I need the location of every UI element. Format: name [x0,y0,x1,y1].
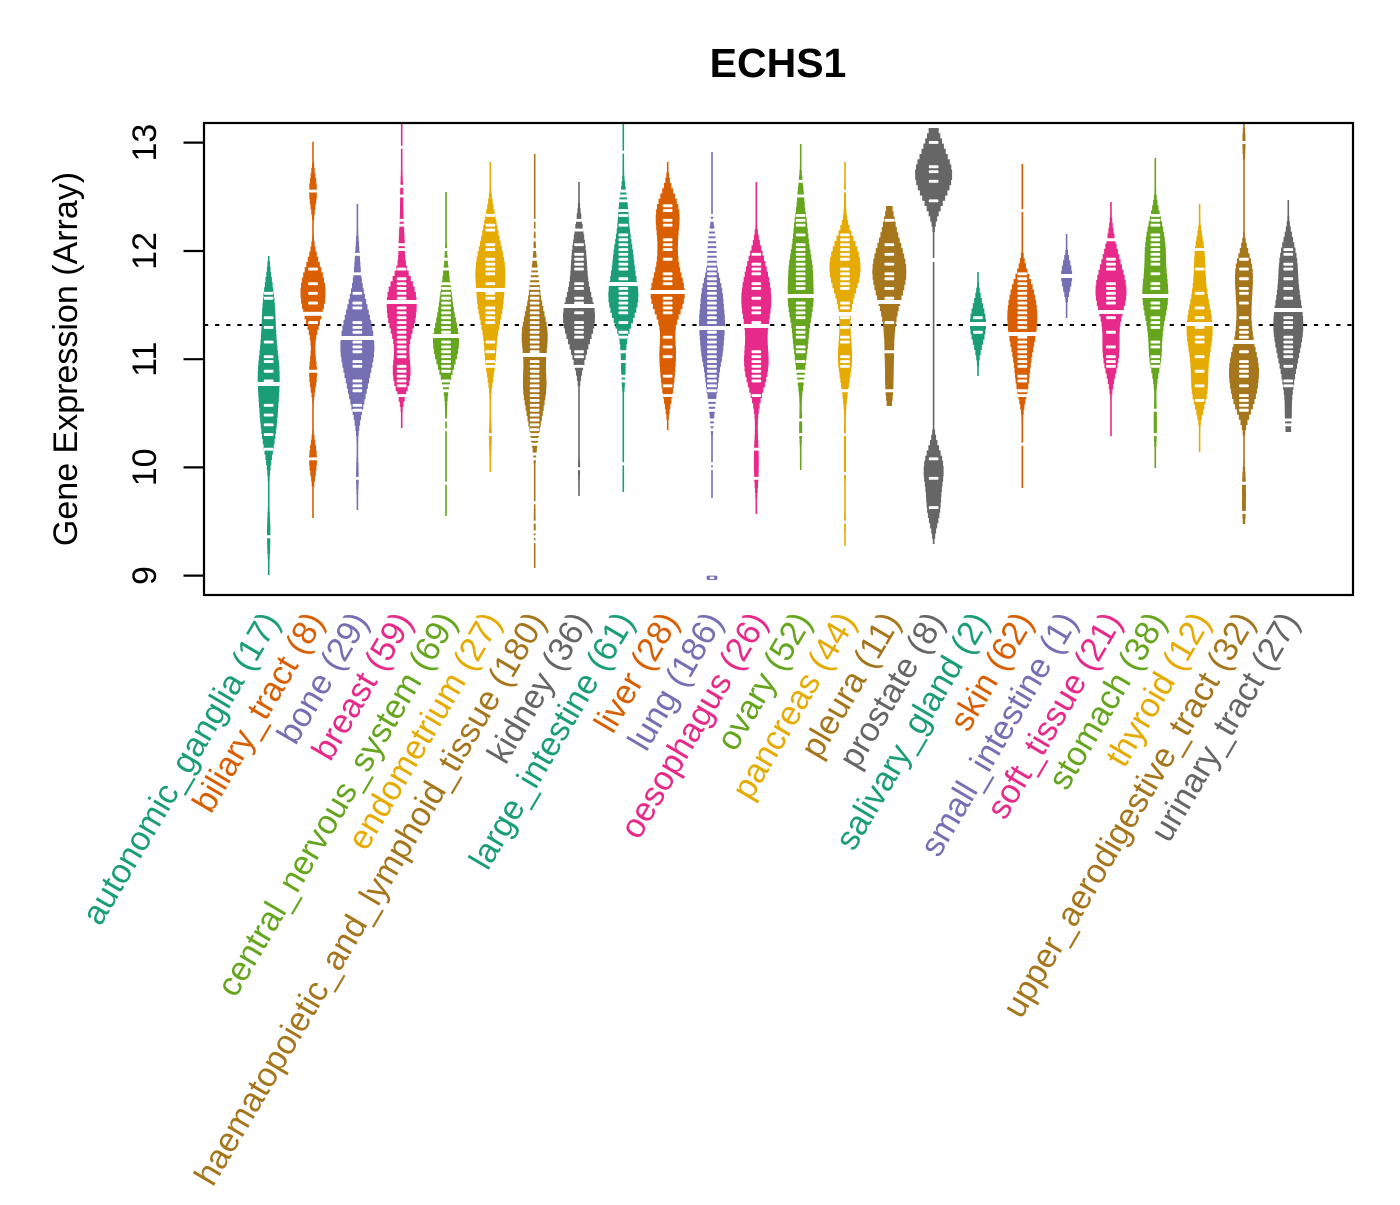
svg-text:10: 10 [126,448,164,486]
svg-text:9: 9 [126,566,164,585]
svg-text:11: 11 [126,342,164,377]
svg-text:13: 13 [126,124,164,162]
svg-text:Gene Expression (Array): Gene Expression (Array) [47,172,85,546]
svg-text:ECHS1: ECHS1 [710,40,847,86]
svg-text:12: 12 [126,232,164,270]
